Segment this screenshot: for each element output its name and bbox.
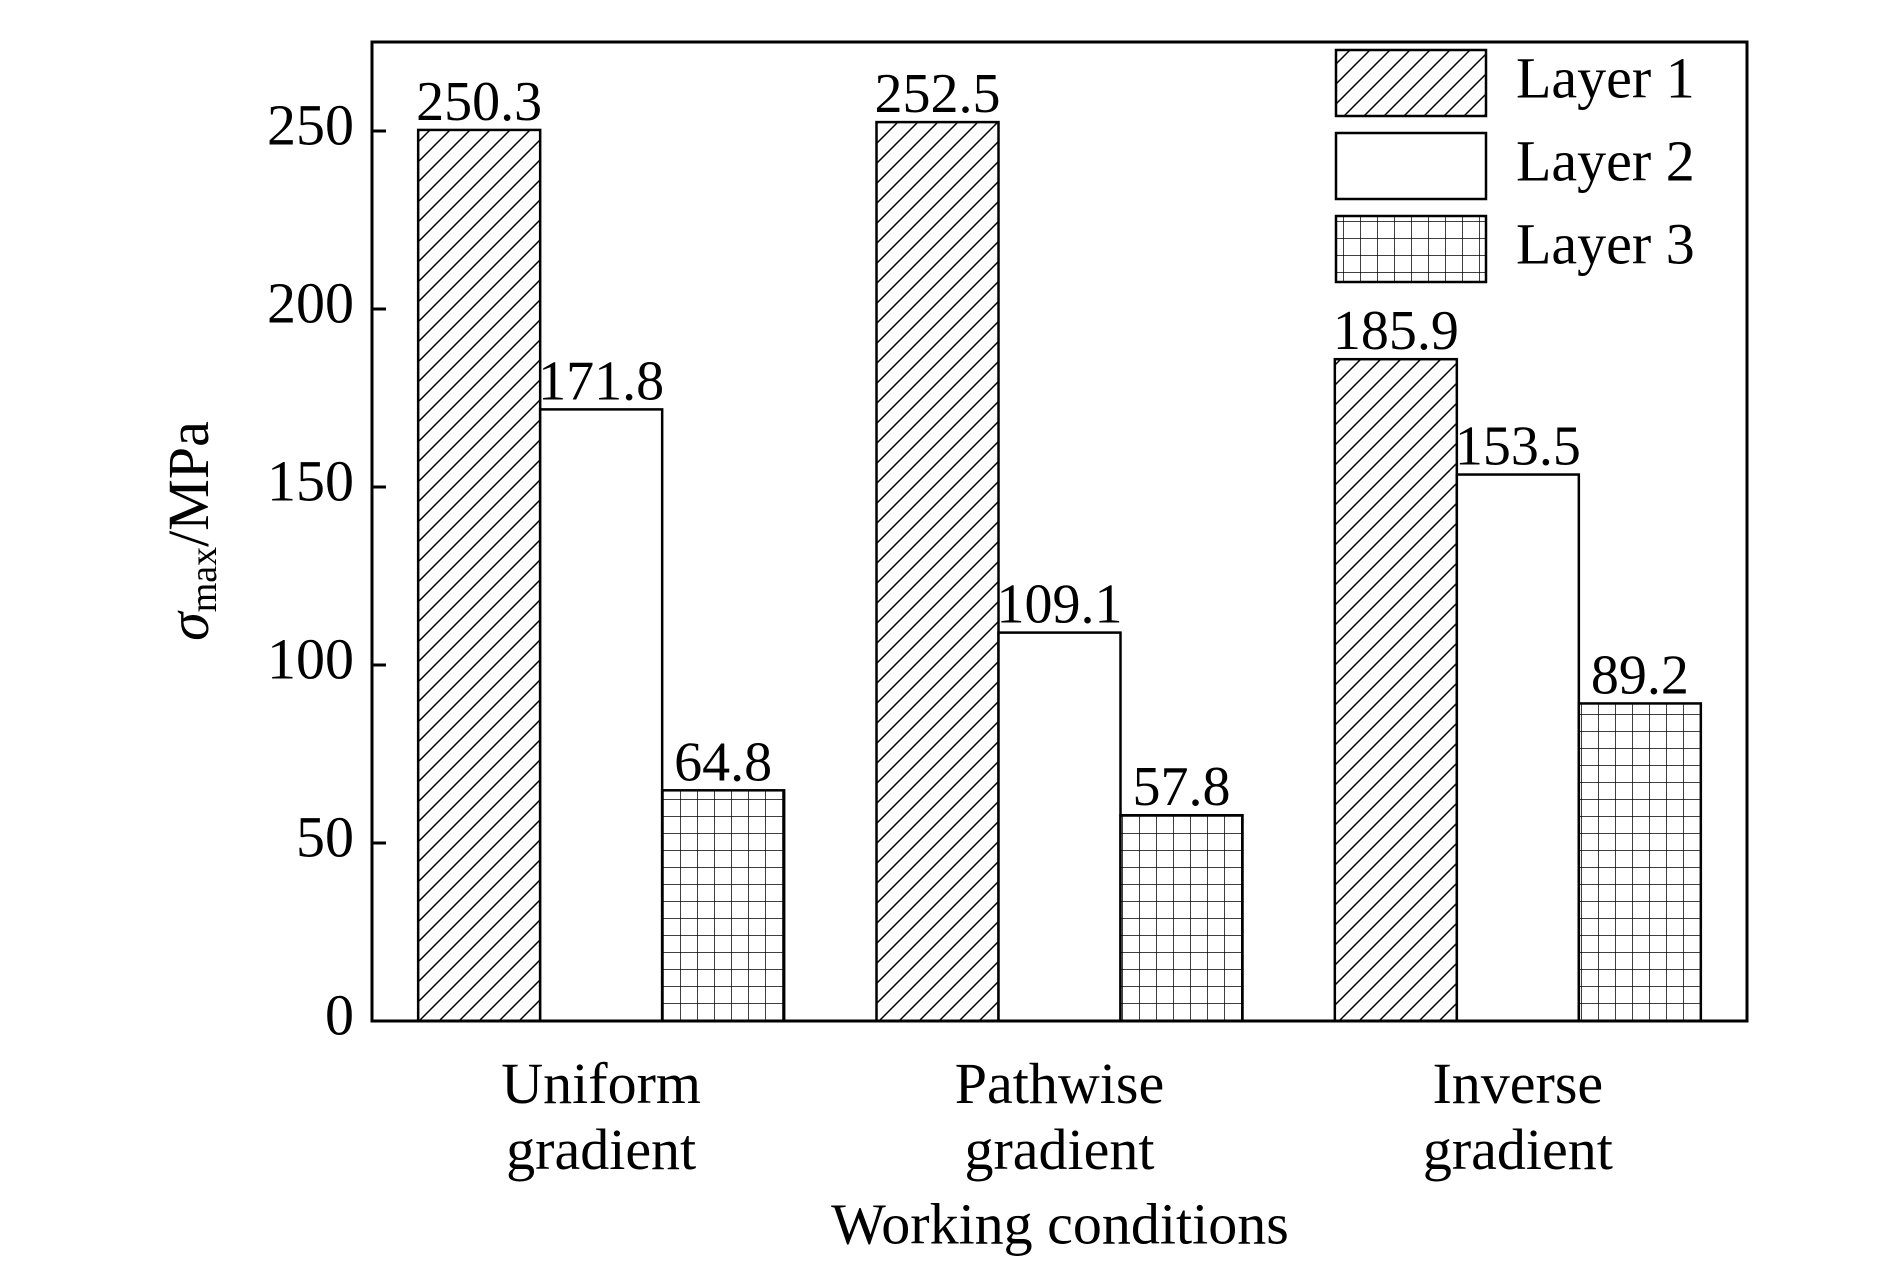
x-tick-label: Inverse gradient — [1422, 1051, 1613, 1182]
y-tick-label: 0 — [325, 982, 354, 1047]
x-tick-label: Pathwise gradient — [954, 1051, 1165, 1182]
value-label: 89.2 — [1591, 644, 1689, 706]
x-axis-label: Working conditions — [831, 1191, 1289, 1256]
value-label: 109.1 — [997, 574, 1123, 636]
y-tick-label: 250 — [267, 92, 354, 157]
value-label: 57.8 — [1133, 756, 1231, 818]
bar — [1577, 702, 1703, 1023]
value-label: 250.3 — [416, 71, 542, 133]
bar — [875, 120, 1000, 1023]
legend-label: Layer 2 — [1516, 128, 1695, 193]
legend-swatch — [1334, 48, 1488, 118]
x-tick-label: Uniform gradient — [501, 1051, 702, 1182]
value-label: 252.5 — [875, 63, 1001, 125]
value-label: 64.8 — [674, 731, 772, 793]
bar — [660, 789, 786, 1023]
y-axis-label: σmax/MPa — [156, 421, 224, 641]
bar — [997, 631, 1122, 1023]
bar — [416, 128, 542, 1023]
bar — [538, 408, 664, 1023]
value-label: 153.5 — [1455, 416, 1581, 478]
y-tick-label: 100 — [267, 626, 354, 691]
bar — [1119, 813, 1244, 1023]
plot-frame — [370, 40, 1749, 1023]
value-label: 171.8 — [538, 350, 664, 412]
legend-swatch — [1334, 131, 1488, 201]
legend-label: Layer 3 — [1516, 211, 1695, 276]
bar — [1455, 473, 1581, 1023]
legend-swatch — [1334, 214, 1488, 284]
y-tick-label: 200 — [267, 270, 354, 335]
value-label: 185.9 — [1333, 300, 1459, 362]
y-tick-label: 150 — [267, 448, 354, 513]
bar — [1333, 357, 1459, 1023]
y-tick-label: 50 — [296, 804, 354, 869]
legend-label: Layer 1 — [1516, 45, 1695, 110]
